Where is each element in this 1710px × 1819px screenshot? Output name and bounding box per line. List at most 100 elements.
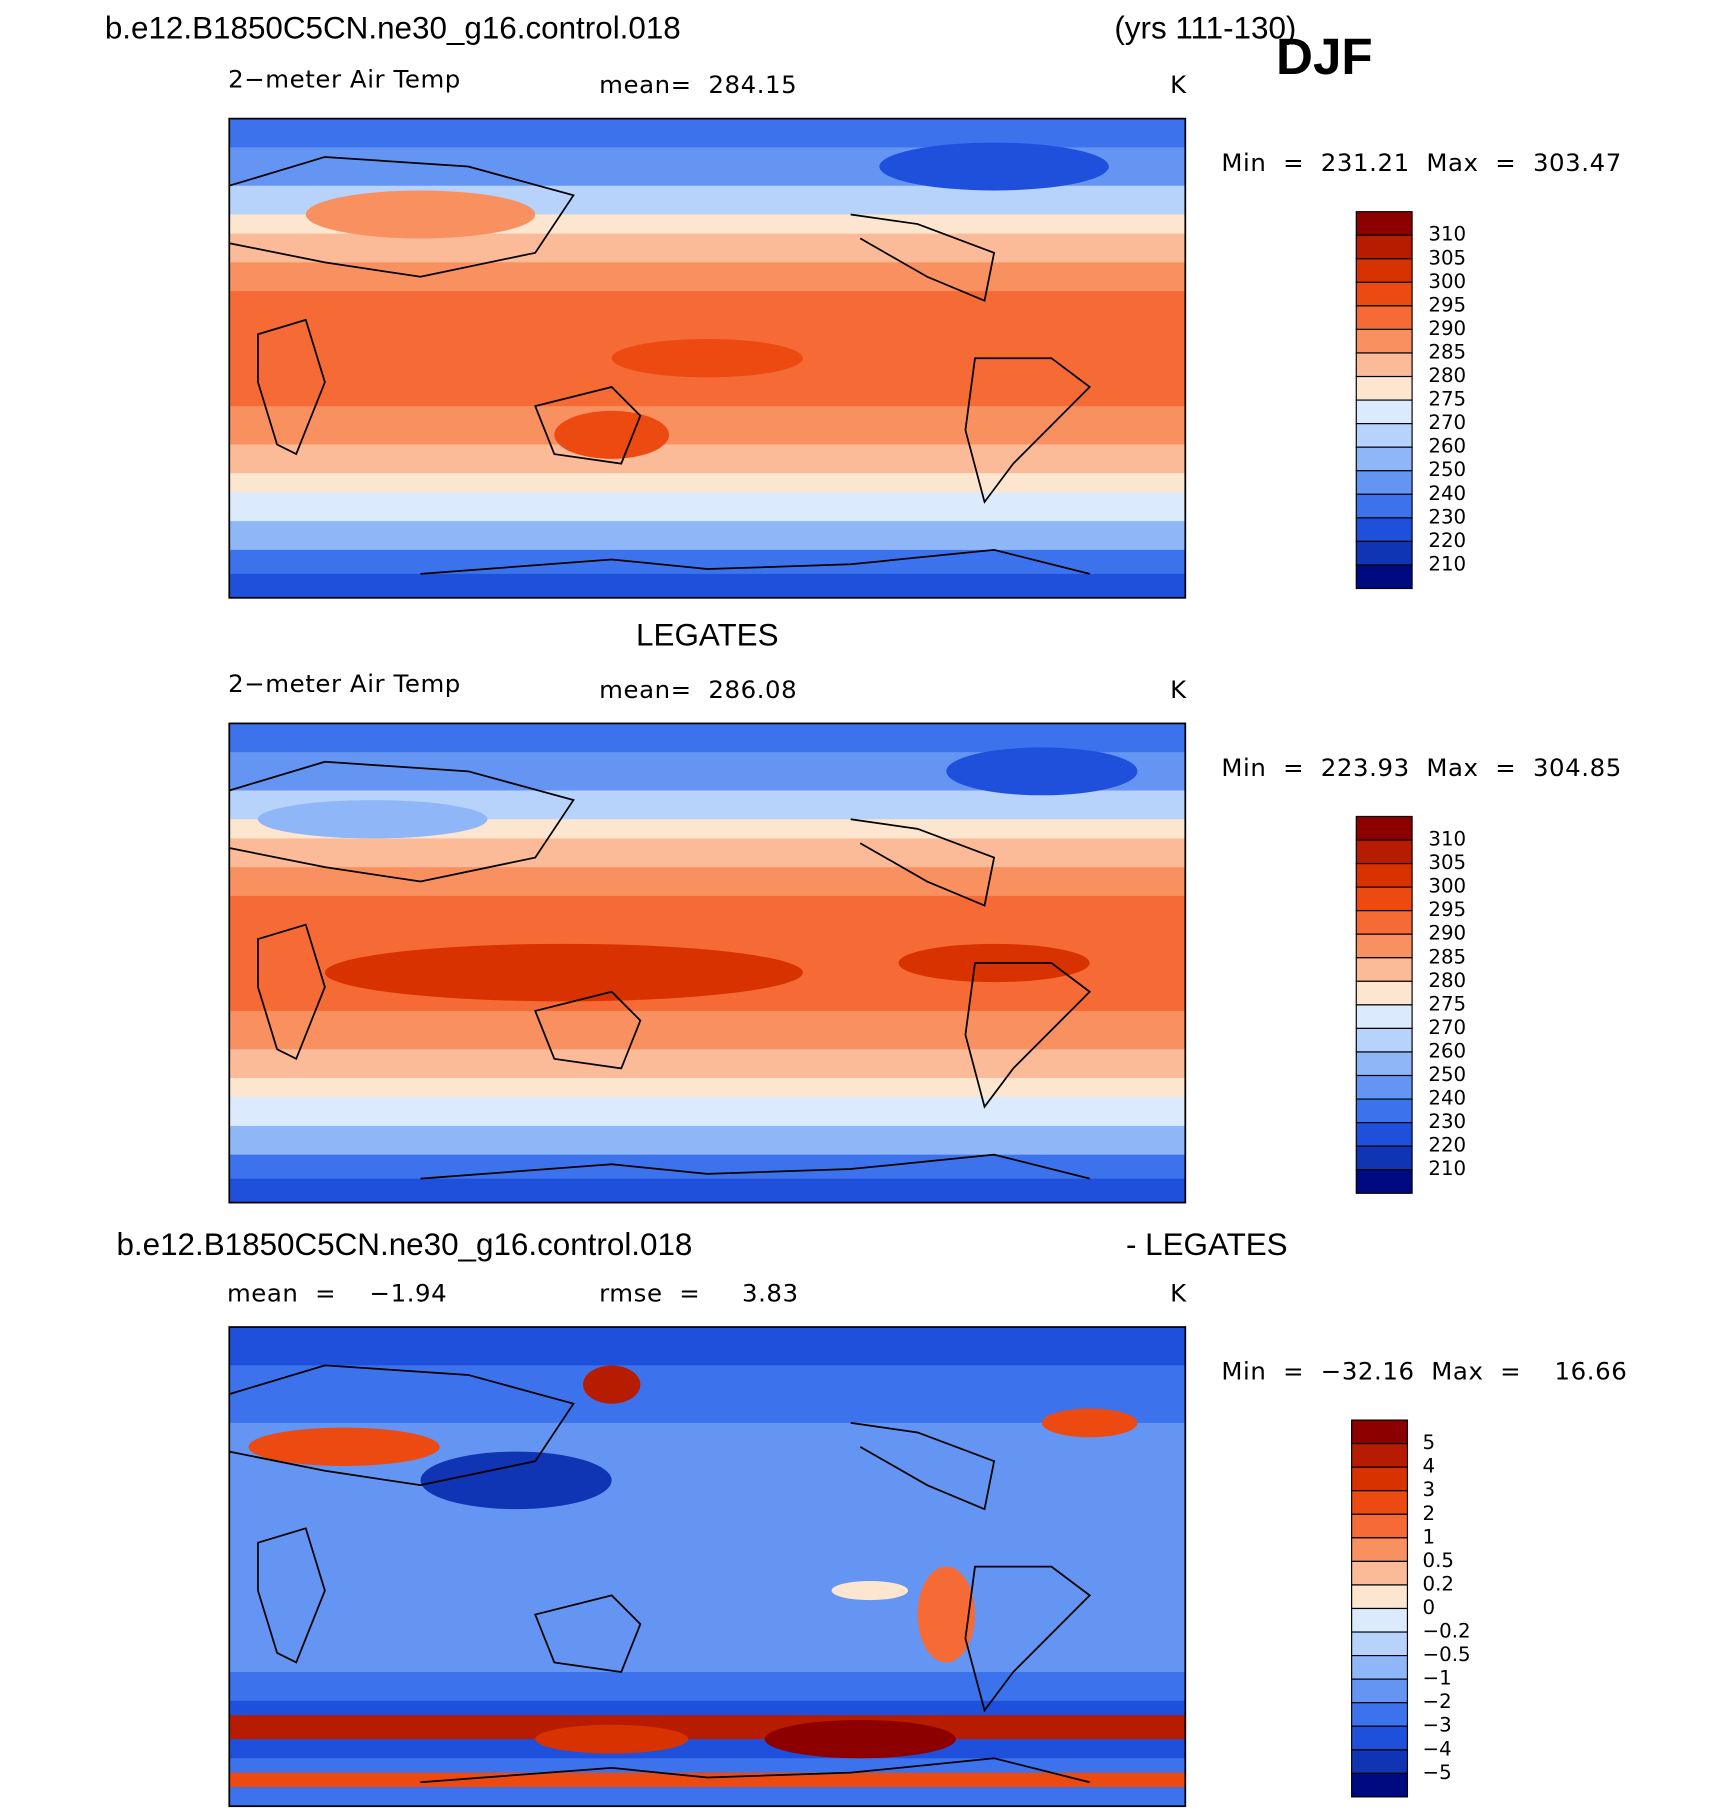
colorbar-box bbox=[1355, 305, 1413, 331]
colorbar-label: 0 bbox=[1423, 1596, 1436, 1619]
colorbar-box bbox=[1351, 1678, 1409, 1704]
colorbar-label: 305 bbox=[1428, 246, 1466, 269]
colorbar-label: 310 bbox=[1428, 828, 1466, 851]
contour-band bbox=[229, 1590, 1186, 1674]
map-frame bbox=[228, 1326, 1187, 1808]
contour-band bbox=[229, 1125, 1186, 1156]
colorbar-label: 230 bbox=[1428, 1110, 1466, 1133]
contour-band bbox=[229, 1739, 1186, 1760]
contour-band bbox=[229, 838, 1186, 869]
colorbar-label: 260 bbox=[1428, 1039, 1466, 1062]
contour-region bbox=[257, 800, 488, 839]
contour-band bbox=[229, 867, 1186, 898]
coastline bbox=[257, 318, 326, 456]
coastline bbox=[850, 1422, 996, 1511]
colorbar-box bbox=[1351, 1443, 1409, 1468]
map-frame bbox=[228, 722, 1187, 1204]
colorbar-box bbox=[1355, 446, 1413, 472]
contour-region bbox=[583, 1365, 641, 1404]
colorbar-box bbox=[1351, 1631, 1409, 1657]
colorbar-box bbox=[1355, 1145, 1413, 1171]
contour-region bbox=[535, 1724, 689, 1754]
coastline bbox=[534, 386, 642, 465]
contour-band bbox=[229, 444, 1186, 475]
colorbar-box bbox=[1351, 1466, 1409, 1492]
colorbar-box bbox=[1355, 234, 1413, 260]
colorbar-label: 280 bbox=[1428, 969, 1466, 992]
colorbar-label: 0.5 bbox=[1423, 1549, 1454, 1572]
colorbar-box bbox=[1355, 815, 1413, 841]
colorbar-box bbox=[1355, 211, 1413, 236]
stat: mean= 284.15 bbox=[599, 70, 797, 99]
colorbar-box bbox=[1351, 1725, 1409, 1751]
map-frame bbox=[228, 117, 1187, 599]
colorbar-label: 275 bbox=[1428, 388, 1466, 411]
contour-band bbox=[229, 1097, 1186, 1128]
contour-band bbox=[229, 1154, 1186, 1180]
coastline bbox=[229, 156, 575, 278]
colorbar-label: −0.5 bbox=[1423, 1643, 1471, 1666]
colorbar-label: 285 bbox=[1428, 945, 1466, 968]
colorbar-label: 305 bbox=[1428, 851, 1466, 874]
colorbar-box bbox=[1355, 258, 1413, 283]
units: K bbox=[1170, 675, 1187, 704]
contour-band bbox=[229, 262, 1186, 293]
stat: mean= 286.08 bbox=[599, 675, 797, 704]
colorbar-box bbox=[1355, 886, 1413, 912]
colorbar-box bbox=[1351, 1584, 1409, 1610]
colorbar-label: −4 bbox=[1423, 1737, 1452, 1760]
contour-region bbox=[1041, 1408, 1138, 1438]
coastline bbox=[534, 1594, 642, 1673]
colorbar-box bbox=[1355, 1098, 1413, 1124]
colorbar-box bbox=[1355, 375, 1413, 401]
contour-band bbox=[229, 118, 1186, 149]
contour-band bbox=[229, 1715, 1186, 1741]
colorbar-label: 2 bbox=[1423, 1502, 1436, 1525]
coastline bbox=[850, 818, 996, 907]
colorbar-label: −1 bbox=[1423, 1667, 1452, 1690]
contour-region bbox=[305, 190, 536, 239]
map bbox=[229, 118, 1186, 598]
colorbar-box bbox=[1355, 839, 1413, 865]
colorbar-label: 300 bbox=[1428, 875, 1466, 898]
coastline bbox=[257, 1527, 326, 1664]
units: K bbox=[1170, 70, 1187, 99]
colorbar-box bbox=[1355, 352, 1413, 378]
contour-band bbox=[229, 1700, 1186, 1717]
years: (yrs 111-130) bbox=[1114, 11, 1296, 46]
contour-region bbox=[764, 1719, 956, 1759]
colorbar-label: −3 bbox=[1423, 1714, 1452, 1737]
colorbar-label: −5 bbox=[1423, 1761, 1452, 1784]
colorbar-box bbox=[1355, 910, 1413, 935]
colorbar-box bbox=[1355, 1122, 1413, 1147]
colorbar-label: −0.2 bbox=[1423, 1620, 1471, 1643]
colorbar-box bbox=[1355, 328, 1413, 354]
map bbox=[229, 723, 1186, 1203]
colorbar-label: 220 bbox=[1428, 1134, 1466, 1157]
coastline bbox=[534, 990, 642, 1070]
min-max: Min = 231.21 Max = 303.47 bbox=[1221, 148, 1622, 177]
contour-region bbox=[248, 1427, 440, 1466]
coastline bbox=[229, 1364, 575, 1487]
contour-band bbox=[229, 1178, 1186, 1203]
contour-band bbox=[229, 1327, 1186, 1367]
contour-band bbox=[229, 1758, 1186, 1774]
season: DJF bbox=[1276, 28, 1373, 85]
coastline bbox=[964, 962, 1092, 1109]
contour-region bbox=[946, 747, 1138, 796]
coastline bbox=[229, 760, 575, 883]
colorbar-label: 240 bbox=[1428, 1087, 1466, 1110]
contour-band bbox=[229, 1365, 1186, 1425]
colorbar-label: 3 bbox=[1423, 1478, 1436, 1501]
colorbar-box bbox=[1355, 470, 1413, 495]
colorbar-label: 270 bbox=[1428, 411, 1466, 434]
colorbar-box bbox=[1355, 399, 1413, 425]
coastline bbox=[964, 357, 1092, 504]
panel-title: - LEGATES bbox=[1126, 1227, 1288, 1262]
colorbar-label: 1 bbox=[1423, 1525, 1436, 1548]
colorbar-box bbox=[1355, 281, 1413, 307]
colorbar-box bbox=[1355, 423, 1413, 448]
colorbar-label: −2 bbox=[1423, 1690, 1452, 1713]
colorbar-box bbox=[1355, 980, 1413, 1006]
